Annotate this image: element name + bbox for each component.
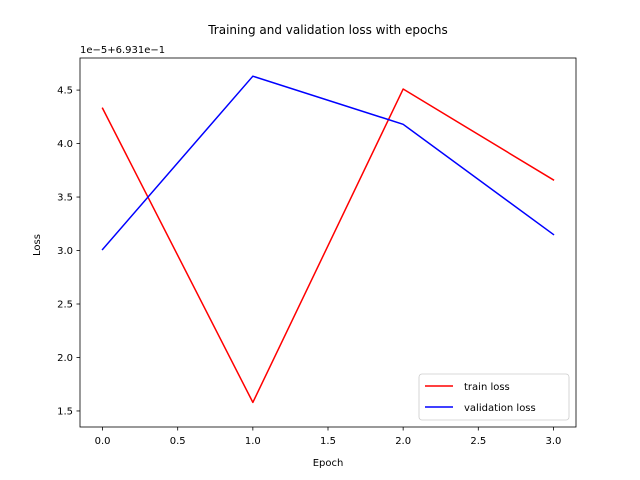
x-tick-label: 0.5 <box>170 436 186 447</box>
x-tick-label: 2.5 <box>470 436 486 447</box>
x-tick-label: 1.0 <box>245 436 261 447</box>
y-tick-label: 1.5 <box>57 406 73 417</box>
x-tick-label: 2.0 <box>395 436 411 447</box>
legend: train loss validation loss <box>418 373 570 421</box>
chart-title: Training and validation loss with epochs <box>207 23 448 37</box>
y-tick-label: 4.5 <box>57 86 73 97</box>
x-tick-label: 3.0 <box>546 436 562 447</box>
legend-label-0: train loss <box>464 382 510 393</box>
y-tick-label: 3.0 <box>57 246 73 257</box>
x-tick-label: 0.0 <box>95 436 111 447</box>
legend-label-1: validation loss <box>464 403 536 414</box>
y-tick-label: 2.0 <box>57 353 73 364</box>
series-line-0 <box>101 88 555 404</box>
y-tick-label: 4.0 <box>57 139 73 150</box>
legend-box <box>418 373 570 421</box>
plot-area: 0.0 0.5 1.0 1.5 2.0 2.5 3.0 1.5 2.0 2.5 3.0 3.5 4.0 4… <box>57 57 577 447</box>
series-line-1 <box>101 75 555 251</box>
x-tick-label: 1.5 <box>320 436 336 447</box>
y-tick-label: 3.5 <box>57 193 73 204</box>
axes-frame <box>79 57 577 428</box>
x-axis-label: Epoch <box>313 458 344 469</box>
y-offset-text: 1e−5+6.931e−1 <box>80 45 165 56</box>
y-tick-label: 2.5 <box>57 300 73 311</box>
y-axis-label: Loss <box>32 234 43 256</box>
